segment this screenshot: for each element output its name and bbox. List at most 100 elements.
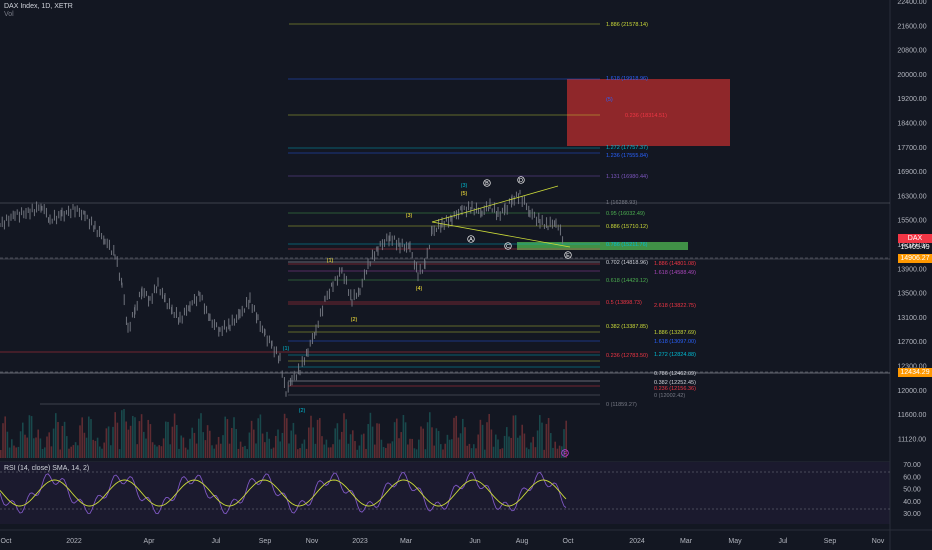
volume-bar xyxy=(418,439,420,458)
volume-bar xyxy=(352,430,354,458)
volume-bar xyxy=(484,449,486,458)
time-axis-label: 2024 xyxy=(629,538,645,545)
price-axis-label: 19200.00 xyxy=(897,96,926,103)
volume-bar xyxy=(33,438,35,458)
volume-bar xyxy=(39,438,42,458)
volume-bar xyxy=(411,438,413,458)
volume-bar xyxy=(2,423,4,458)
wave-label: B xyxy=(485,181,489,187)
volume-bar xyxy=(565,420,567,458)
volume-bar xyxy=(288,443,290,458)
volume-bar xyxy=(365,448,367,458)
volume-bar xyxy=(226,419,229,458)
volume-bar xyxy=(444,443,446,458)
volume-bar xyxy=(396,418,398,458)
fib-label: 1.272 (17757.37) xyxy=(606,145,648,151)
trendline-upper xyxy=(431,185,559,223)
volume-bar xyxy=(209,430,211,458)
volume-bar xyxy=(492,446,495,458)
volume-bar xyxy=(178,448,180,458)
volume-bar xyxy=(356,449,358,458)
volume-bar xyxy=(6,431,9,458)
target-zone-red xyxy=(567,79,730,146)
wave-label: E xyxy=(566,253,570,259)
volume-bar xyxy=(503,435,506,458)
volume-bar xyxy=(79,425,81,458)
rsi-label[interactable]: RSI (14, close) SMA, 14, 2) xyxy=(4,465,90,472)
fib-label: 0.786 (15211.76) xyxy=(606,242,648,248)
volume-bar xyxy=(52,428,55,458)
volume-bar xyxy=(275,435,277,458)
volume-bar xyxy=(378,423,380,458)
volume-bar xyxy=(88,416,90,458)
wave-label: (4) xyxy=(416,286,423,292)
volume-bar xyxy=(72,445,75,458)
volume-bar xyxy=(305,448,308,458)
volume-bar xyxy=(35,437,37,458)
volume-bar xyxy=(413,448,416,458)
volume-bar xyxy=(162,438,165,458)
volume-bar xyxy=(83,432,86,458)
volume-bar xyxy=(132,415,134,458)
trendline-lower xyxy=(431,221,571,248)
wave-circle xyxy=(564,251,572,259)
volume-bar xyxy=(308,427,310,458)
volume-bar xyxy=(279,441,281,458)
volume-bar xyxy=(92,439,94,458)
volume-bar xyxy=(558,445,561,458)
rsi-axis-label: 60.00 xyxy=(903,474,921,481)
volume-bar xyxy=(400,432,402,458)
time-axis-label: Jun xyxy=(469,538,480,545)
volume-bar xyxy=(523,433,526,458)
volume-bar xyxy=(277,429,279,458)
rsi-line xyxy=(0,471,567,515)
volume-bar xyxy=(103,442,105,458)
volume-bar xyxy=(446,434,449,458)
volume-bar xyxy=(514,415,517,458)
fib-label: 0.236 (18314.51) xyxy=(625,113,667,119)
volume-bar xyxy=(270,448,273,458)
volume-bar xyxy=(4,416,6,458)
volume-bar xyxy=(96,437,99,458)
volume-bar xyxy=(382,447,385,458)
volume-bar xyxy=(0,450,2,458)
volume-bar xyxy=(74,442,77,458)
volume-bar xyxy=(347,443,350,458)
volume-label[interactable]: Vol xyxy=(4,11,14,18)
volume-bar xyxy=(349,434,352,458)
volume-bar xyxy=(369,412,372,458)
volume-bar xyxy=(534,447,537,458)
time-axis-label: Nov xyxy=(872,538,885,545)
volume-bar xyxy=(385,447,387,458)
volume-bar xyxy=(343,413,345,458)
price-axis-label: 12300.00 xyxy=(897,364,926,371)
volume-bar xyxy=(336,423,339,458)
fib-label: 0.382 (12252.45) xyxy=(654,380,696,386)
volume-bar xyxy=(110,445,112,458)
volume-bar xyxy=(11,439,13,458)
volume-bar xyxy=(204,440,207,458)
volume-bar xyxy=(299,448,301,458)
fib-label: 0.618 (14429.12) xyxy=(606,278,648,284)
wave-circle xyxy=(561,449,569,457)
volume-bar xyxy=(63,421,66,458)
volume-bar xyxy=(123,409,125,458)
volume-bar xyxy=(429,412,431,458)
volume-bar xyxy=(187,449,189,458)
symbol-title[interactable]: DAX Index, 1D, XETR xyxy=(4,3,73,10)
volume-bar xyxy=(244,445,246,458)
volume-bar xyxy=(202,432,204,458)
volume-bar xyxy=(367,424,369,458)
volume-bar xyxy=(156,446,158,458)
volume-bar xyxy=(248,432,251,458)
volume-bar xyxy=(77,445,79,458)
price-axis-label: 13100.00 xyxy=(897,315,926,322)
volume-bar xyxy=(134,417,136,458)
volume-bar xyxy=(451,439,453,458)
volume-bar xyxy=(70,446,72,458)
volume-bar xyxy=(433,445,435,458)
volume-bar xyxy=(235,429,237,458)
wave-circle xyxy=(467,235,475,243)
